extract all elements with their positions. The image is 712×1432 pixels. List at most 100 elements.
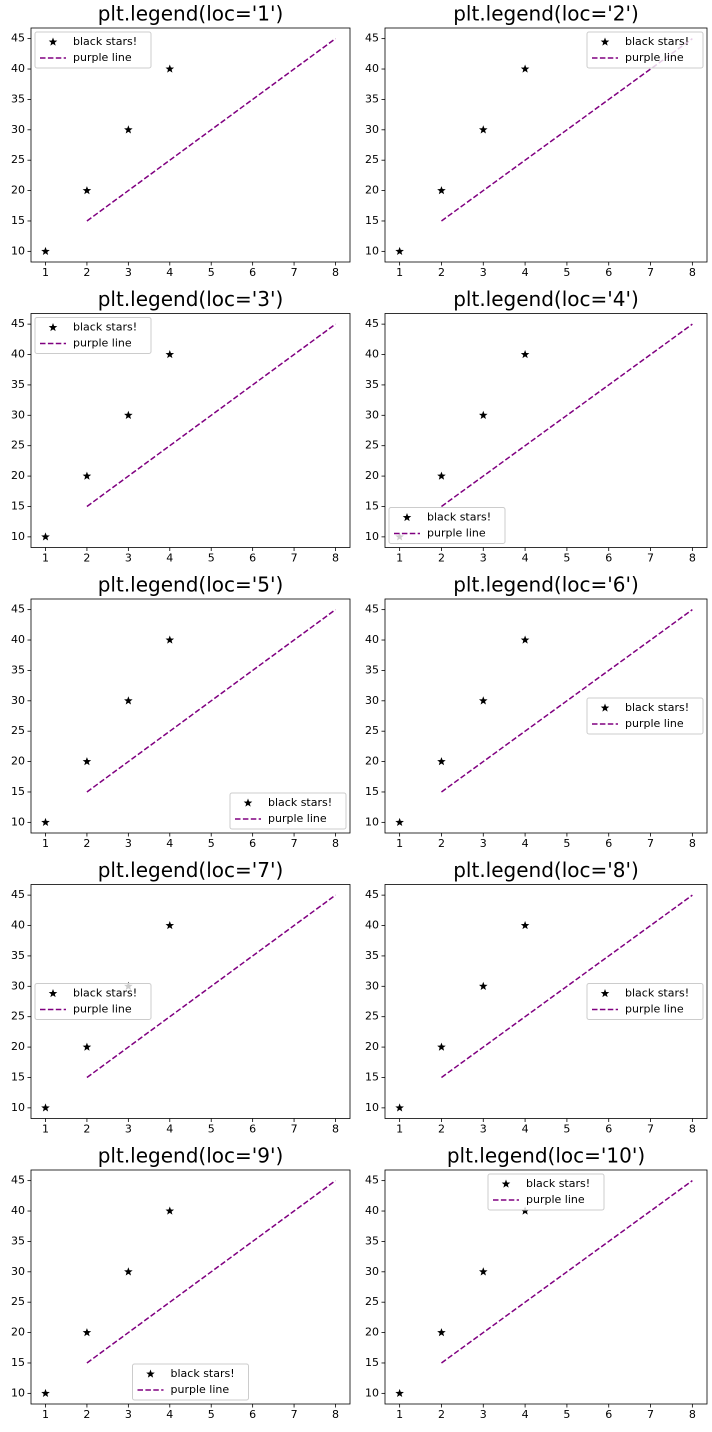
y-tick-label: 35 bbox=[11, 378, 25, 391]
x-tick-label: 2 bbox=[83, 552, 90, 565]
x-tick-label: 4 bbox=[166, 837, 173, 850]
star-marker bbox=[165, 635, 175, 644]
legend-label: purple line bbox=[625, 51, 684, 64]
y-tick-label: 30 bbox=[11, 408, 25, 421]
star-marker bbox=[520, 350, 530, 359]
y-tick-label: 40 bbox=[11, 1204, 25, 1217]
y-tick-label: 40 bbox=[11, 633, 25, 646]
line-series bbox=[441, 894, 693, 1079]
x-tick-label: 6 bbox=[249, 552, 256, 565]
x-tick-label: 6 bbox=[605, 1123, 612, 1136]
star-marker bbox=[395, 246, 404, 255]
y-tick-label: 10 bbox=[365, 1386, 379, 1399]
legend-label: black stars! bbox=[73, 987, 137, 1000]
y-tick-label: 40 bbox=[365, 1204, 379, 1217]
legend-marker bbox=[48, 989, 58, 998]
x-tick-label: 4 bbox=[166, 1123, 173, 1136]
y-tick-label: 20 bbox=[11, 1040, 25, 1053]
line-series bbox=[86, 894, 336, 1079]
y-tick-label: 30 bbox=[11, 1265, 25, 1278]
star-marker bbox=[165, 921, 175, 930]
legend: black stars! purple line bbox=[132, 1363, 249, 1401]
x-tick-label: 8 bbox=[332, 1408, 339, 1421]
x-tick-label: 5 bbox=[563, 837, 570, 850]
y-tick-label: 20 bbox=[365, 1040, 379, 1053]
legend-label: purple line bbox=[73, 1003, 132, 1016]
x-tick-label: 7 bbox=[291, 1123, 298, 1136]
x-tick-label: 5 bbox=[208, 1408, 215, 1421]
star-marker bbox=[437, 1042, 446, 1051]
y-tick-label: 15 bbox=[11, 499, 25, 512]
x-tick-label: 3 bbox=[125, 1123, 132, 1136]
y-tick-label: 45 bbox=[11, 1174, 25, 1187]
y-tick-label: 25 bbox=[365, 1295, 379, 1308]
x-tick-label: 2 bbox=[83, 266, 90, 279]
legend-label: purple line bbox=[625, 1003, 684, 1016]
legend-marker bbox=[501, 1179, 511, 1188]
y-tick-label: 30 bbox=[365, 1265, 379, 1278]
x-tick-label: 1 bbox=[396, 1123, 403, 1136]
y-tick-label: 30 bbox=[365, 694, 379, 707]
subplot: plt.legend(loc='10')1 2 3 4 5 6 7 8101520253035… bbox=[365, 1144, 708, 1421]
y-tick-label: 45 bbox=[11, 317, 25, 330]
star-marker bbox=[437, 1328, 446, 1337]
subplot-title: plt.legend(loc='9') bbox=[98, 1144, 284, 1168]
star-marker bbox=[520, 64, 530, 73]
star-marker bbox=[437, 186, 446, 195]
legend-label: black stars! bbox=[427, 511, 491, 524]
star-marker bbox=[520, 921, 530, 930]
star-marker bbox=[41, 532, 50, 541]
legend: black stars! purple line bbox=[586, 31, 704, 69]
y-tick-label: 35 bbox=[11, 949, 25, 962]
line-series bbox=[86, 1180, 336, 1364]
x-tick-label: 7 bbox=[291, 552, 298, 565]
star-marker bbox=[395, 1103, 404, 1112]
x-tick-label: 2 bbox=[83, 1408, 90, 1421]
star-marker bbox=[478, 410, 488, 419]
y-tick-label: 30 bbox=[365, 408, 379, 421]
x-tick-label: 5 bbox=[208, 837, 215, 850]
y-tick-label: 25 bbox=[11, 439, 25, 452]
legend-marker bbox=[402, 513, 412, 522]
subplot: plt.legend(loc='4')1 2 3 4 5 6 7 81015202530354… bbox=[365, 287, 708, 565]
y-tick-label: 15 bbox=[365, 785, 379, 798]
y-tick-label: 10 bbox=[11, 530, 25, 543]
x-tick-label: 5 bbox=[208, 1123, 215, 1136]
y-tick-label: 45 bbox=[365, 888, 379, 901]
x-tick-label: 8 bbox=[689, 1408, 696, 1421]
y-tick-label: 20 bbox=[365, 755, 379, 768]
subplot-title: plt.legend(loc='4') bbox=[453, 287, 639, 311]
y-tick-label: 15 bbox=[365, 499, 379, 512]
legend-label: black stars! bbox=[73, 321, 137, 334]
x-tick-label: 6 bbox=[249, 837, 256, 850]
y-tick-label: 25 bbox=[11, 1295, 25, 1308]
x-tick-label: 1 bbox=[42, 837, 49, 850]
star-marker bbox=[124, 696, 133, 705]
y-tick-label: 35 bbox=[365, 663, 379, 676]
y-tick-label: 30 bbox=[11, 979, 25, 992]
legend-box bbox=[34, 31, 152, 69]
star-marker bbox=[41, 817, 50, 826]
subplot: plt.legend(loc='6')1 2 3 4 5 6 7 81015202530354… bbox=[365, 573, 708, 850]
y-tick-label: 15 bbox=[365, 214, 379, 227]
x-tick-label: 6 bbox=[605, 1408, 612, 1421]
star-marker bbox=[124, 410, 133, 419]
legend: black stars! purple line bbox=[487, 1173, 605, 1211]
y-tick-label: 45 bbox=[11, 32, 25, 45]
y-tick-label: 20 bbox=[11, 1326, 25, 1339]
subplot-title: plt.legend(loc='3') bbox=[98, 287, 284, 311]
y-tick-label: 35 bbox=[365, 378, 379, 391]
star-marker bbox=[82, 1042, 92, 1051]
y-tick-label: 45 bbox=[11, 888, 25, 901]
subplot: plt.legend(loc='5')1 2 3 4 5 6 7 81015202530354… bbox=[11, 573, 351, 850]
y-tick-label: 25 bbox=[365, 1010, 379, 1023]
subplot: plt.legend(loc='9')1 2 3 4 5 6 7 81015202530354… bbox=[11, 1144, 351, 1421]
subplot-title: plt.legend(loc='6') bbox=[453, 573, 639, 597]
y-tick-label: 25 bbox=[365, 153, 379, 166]
y-tick-label: 15 bbox=[11, 214, 25, 227]
x-tick-label: 1 bbox=[396, 1408, 403, 1421]
legend-label: purple line bbox=[171, 1383, 230, 1396]
y-tick-label: 30 bbox=[365, 123, 379, 136]
x-tick-label: 4 bbox=[522, 837, 529, 850]
x-tick-label: 8 bbox=[689, 837, 696, 850]
